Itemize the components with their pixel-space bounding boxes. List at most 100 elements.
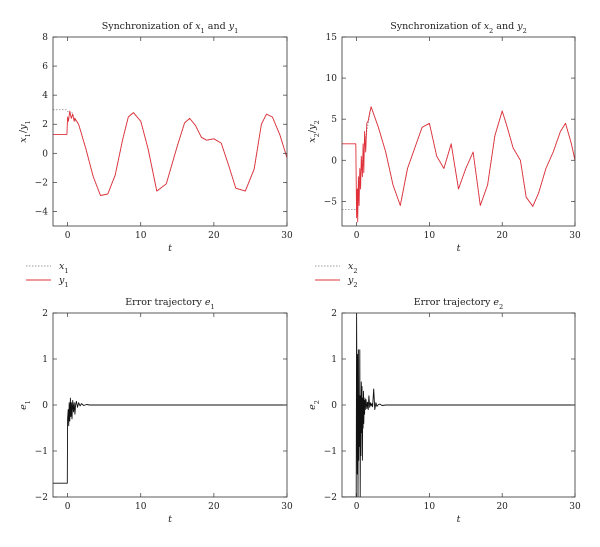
y-tick-label: −1 xyxy=(35,447,48,457)
text-part: Error trajectory xyxy=(414,297,494,308)
y-tick-label: 2 xyxy=(42,309,48,319)
subscript: 2 xyxy=(313,400,321,404)
y-axis-label: x1/y1 xyxy=(18,120,32,142)
y-tick-label: −2 xyxy=(35,178,48,188)
text-part: y xyxy=(347,275,354,286)
subscript: 2 xyxy=(499,303,503,311)
y-tick-label: 2 xyxy=(331,309,337,319)
x-tick-label: 0 xyxy=(354,231,360,241)
text-part: x xyxy=(307,137,318,143)
x-tick-label: 30 xyxy=(569,502,581,512)
series-group xyxy=(53,397,287,484)
x-tick-label: 10 xyxy=(135,502,147,512)
text-part: Synchronization of xyxy=(102,21,196,32)
text-part: x xyxy=(484,21,490,32)
y-tick-label: 0 xyxy=(42,401,48,411)
x-tick-label: 0 xyxy=(65,502,71,512)
text-part: x xyxy=(18,137,29,143)
text-part: e xyxy=(18,404,29,410)
subscript: 1 xyxy=(24,133,32,137)
x-tick-label: 10 xyxy=(424,231,436,241)
y-axis-label: x2/y2 xyxy=(307,120,321,142)
x-tick-label: 30 xyxy=(281,502,293,512)
series-line-y2 xyxy=(342,106,575,223)
y-tick-label: −2 xyxy=(324,493,337,503)
y-tick-label: 8 xyxy=(42,33,48,43)
text-part: x xyxy=(195,21,201,32)
plot-frame xyxy=(52,36,288,227)
subscript: 2 xyxy=(313,133,321,137)
series-group xyxy=(53,109,287,196)
subscript: 1 xyxy=(24,400,32,404)
series-line-y1 xyxy=(53,110,287,196)
y-tick-label: 5 xyxy=(331,115,337,125)
x-tick-label: 20 xyxy=(496,231,508,241)
subscript: 2 xyxy=(313,120,321,124)
series-line-x1 xyxy=(53,109,287,196)
y-tick-label: −5 xyxy=(324,197,338,207)
legend-label-x1: x1 xyxy=(59,261,69,275)
x-tick-label: 10 xyxy=(135,231,147,241)
y-tick-label: 0 xyxy=(331,156,337,166)
x-tick-label: 30 xyxy=(281,231,293,241)
y-tick-label: 0 xyxy=(331,401,337,411)
text-part: / xyxy=(307,129,318,133)
subscript: 1 xyxy=(64,281,68,289)
x-tick-label: 20 xyxy=(496,502,508,512)
y-axis-label: e1 xyxy=(18,400,32,410)
y-tick-label: −4 xyxy=(35,207,49,217)
text-part: Synchronization of xyxy=(390,21,484,32)
text-part: y xyxy=(228,21,235,32)
subscript: 1 xyxy=(211,303,215,311)
text-part: e xyxy=(493,297,499,308)
series-group xyxy=(342,313,575,497)
y-tick-label: −2 xyxy=(35,493,48,503)
legend-label-x2: x2 xyxy=(348,261,358,275)
text-part: x xyxy=(348,261,354,272)
y-axis-label: e2 xyxy=(307,400,321,410)
x-axis-label: t xyxy=(457,243,461,254)
y-tick-label: 15 xyxy=(326,33,338,43)
plot-frame xyxy=(341,36,576,227)
y-tick-label: −1 xyxy=(324,447,337,457)
x-axis-label: t xyxy=(457,514,461,525)
x-tick-label: 0 xyxy=(354,502,360,512)
text-part: e xyxy=(205,297,211,308)
y-tick-label: 4 xyxy=(42,91,48,101)
text-part: y xyxy=(18,124,29,131)
text-part: Error trajectory xyxy=(125,297,205,308)
y-tick-label: 1 xyxy=(42,355,48,365)
legend-label-y1: y1 xyxy=(58,275,69,289)
x-tick-label: 0 xyxy=(65,231,71,241)
y-tick-label: 6 xyxy=(42,62,48,72)
chart-title: Synchronization of x2 and y2 xyxy=(390,21,527,35)
series-group xyxy=(342,106,575,223)
series-line-line-1 xyxy=(342,313,575,497)
subscript: 1 xyxy=(64,267,68,275)
y-tick-label: 10 xyxy=(326,74,338,84)
x-tick-label: 20 xyxy=(208,502,220,512)
text-part: y xyxy=(516,21,523,32)
subscript: 2 xyxy=(523,27,527,35)
text-part: e xyxy=(307,404,318,410)
y-tick-label: 2 xyxy=(42,120,48,130)
series-line-line-1 xyxy=(53,397,287,484)
text-part: and xyxy=(205,21,229,32)
text-part: x xyxy=(59,261,65,272)
text-part: y xyxy=(307,124,318,131)
chart-title: Error trajectory e2 xyxy=(414,297,504,311)
chart-title: Error trajectory e1 xyxy=(125,297,215,311)
x-tick-label: 20 xyxy=(208,231,220,241)
x-axis-label: t xyxy=(168,243,172,254)
y-tick-label: 1 xyxy=(331,355,337,365)
text-part: / xyxy=(18,129,29,133)
subscript: 1 xyxy=(24,120,32,124)
x-tick-label: 30 xyxy=(569,231,581,241)
